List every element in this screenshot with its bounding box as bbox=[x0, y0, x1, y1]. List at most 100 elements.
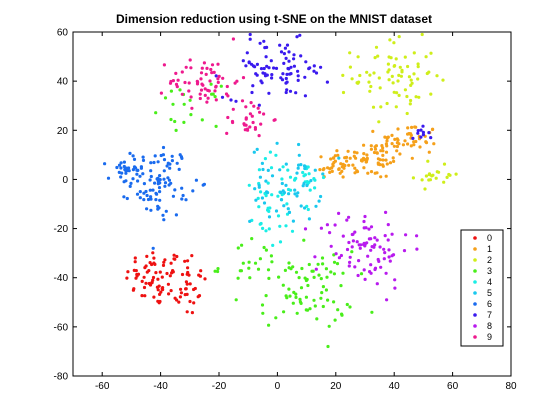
point-digit-4 bbox=[313, 186, 317, 190]
point-digit-1 bbox=[321, 168, 325, 172]
point-digit-3 bbox=[238, 269, 242, 273]
point-digit-3 bbox=[319, 277, 323, 281]
point-digit-5 bbox=[314, 204, 318, 208]
point-digit-2 bbox=[416, 77, 420, 81]
point-digit-2 bbox=[355, 81, 359, 85]
point-digit-9 bbox=[190, 106, 194, 110]
point-digit-8 bbox=[376, 257, 380, 262]
point-digit-1 bbox=[381, 158, 385, 162]
point-digit-5 bbox=[255, 147, 259, 151]
legend-label-3: 3 bbox=[487, 266, 492, 276]
point-digit-8 bbox=[314, 267, 318, 271]
point-digit-8 bbox=[325, 223, 329, 227]
point-digit-7 bbox=[234, 99, 238, 103]
point-digit-1 bbox=[384, 158, 388, 162]
point-digit-9 bbox=[213, 89, 217, 93]
point-digit-3 bbox=[350, 250, 354, 254]
point-digit-4 bbox=[264, 229, 268, 233]
point-digit-3 bbox=[370, 310, 374, 314]
legend-marker-1 bbox=[473, 247, 477, 251]
point-digit-3 bbox=[214, 124, 218, 128]
point-digit-9 bbox=[221, 76, 225, 80]
point-digit-1 bbox=[395, 137, 399, 141]
point-digit-2 bbox=[356, 55, 360, 59]
point-digit-6 bbox=[170, 154, 174, 158]
point-digit-5 bbox=[257, 185, 261, 189]
point-digit-7 bbox=[288, 89, 293, 93]
point-digit-0 bbox=[134, 269, 138, 273]
point-digit-2 bbox=[395, 91, 399, 95]
point-digit-9 bbox=[224, 92, 229, 96]
point-digit-6 bbox=[194, 178, 198, 182]
point-digit-3 bbox=[321, 304, 325, 309]
point-digit-3 bbox=[211, 92, 215, 96]
point-digit-9 bbox=[180, 70, 184, 74]
point-digit-6 bbox=[128, 184, 132, 188]
point-digit-4 bbox=[274, 153, 278, 157]
point-digit-7 bbox=[319, 65, 323, 69]
point-digit-8 bbox=[357, 259, 361, 263]
chart-title: Dimension reduction using t-SNE on the M… bbox=[116, 12, 432, 26]
point-digit-1 bbox=[362, 152, 366, 156]
point-digit-2 bbox=[387, 78, 391, 82]
point-digit-4 bbox=[267, 227, 271, 231]
point-digit-8 bbox=[387, 255, 391, 259]
point-digit-2 bbox=[390, 74, 394, 78]
point-digit-1 bbox=[374, 144, 378, 148]
point-digit-2 bbox=[372, 71, 376, 75]
point-digit-3 bbox=[169, 89, 173, 93]
point-digit-5 bbox=[278, 168, 282, 172]
point-digit-7 bbox=[279, 50, 284, 54]
point-digit-7 bbox=[262, 39, 266, 43]
point-digit-4 bbox=[267, 209, 271, 213]
point-digit-1 bbox=[353, 166, 357, 170]
point-digit-4 bbox=[308, 188, 312, 192]
point-digit-6 bbox=[162, 218, 166, 222]
point-digit-2 bbox=[368, 89, 372, 93]
point-digit-9 bbox=[225, 131, 229, 135]
point-digit-6 bbox=[119, 175, 123, 179]
plot-area bbox=[72, 31, 512, 377]
point-digit-7 bbox=[289, 72, 293, 76]
point-digit-0 bbox=[156, 288, 160, 292]
point-digit-8 bbox=[386, 223, 390, 227]
point-digit-6 bbox=[161, 213, 165, 217]
point-digit-5 bbox=[295, 171, 299, 175]
point-digit-9 bbox=[187, 89, 191, 93]
point-digit-1 bbox=[375, 151, 379, 155]
point-digit-5 bbox=[293, 192, 297, 196]
point-digit-4 bbox=[263, 157, 267, 161]
point-digit-8 bbox=[367, 227, 371, 231]
point-digit-9 bbox=[195, 82, 200, 86]
point-digit-5 bbox=[305, 183, 309, 188]
point-digit-4 bbox=[276, 214, 281, 218]
point-digit-8 bbox=[375, 238, 379, 242]
point-digit-2 bbox=[389, 56, 393, 60]
point-digit-7 bbox=[416, 131, 420, 135]
point-digit-9 bbox=[206, 96, 210, 100]
legend-marker-0 bbox=[473, 236, 477, 240]
point-digit-7 bbox=[287, 59, 291, 63]
point-digit-9 bbox=[244, 117, 248, 121]
point-digit-1 bbox=[328, 170, 332, 174]
point-digit-1 bbox=[409, 144, 413, 148]
point-digit-3 bbox=[297, 276, 301, 280]
point-digit-8 bbox=[369, 271, 373, 275]
point-digit-9 bbox=[244, 105, 248, 109]
point-digit-3 bbox=[304, 278, 308, 283]
point-digit-8 bbox=[357, 243, 361, 247]
point-digit-7 bbox=[269, 59, 273, 63]
point-digit-8 bbox=[367, 237, 371, 241]
point-digit-6 bbox=[162, 177, 166, 181]
point-digit-7 bbox=[421, 130, 425, 134]
point-digit-2 bbox=[408, 102, 412, 106]
point-digit-7 bbox=[255, 73, 259, 77]
point-digit-2 bbox=[392, 41, 396, 45]
point-digit-2 bbox=[400, 68, 404, 72]
point-digit-1 bbox=[346, 149, 350, 153]
point-digit-9 bbox=[235, 79, 239, 83]
point-digit-3 bbox=[324, 267, 328, 271]
point-digit-0 bbox=[192, 301, 196, 305]
point-digit-1 bbox=[365, 156, 369, 160]
point-digit-3 bbox=[262, 245, 266, 250]
